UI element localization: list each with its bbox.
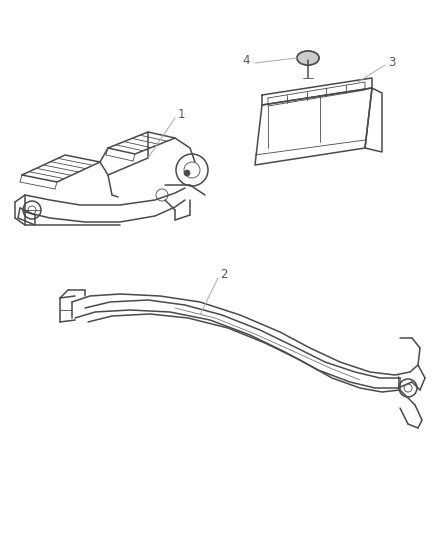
Ellipse shape — [297, 51, 319, 65]
Circle shape — [184, 170, 190, 176]
Text: 3: 3 — [388, 56, 396, 69]
Text: 2: 2 — [220, 269, 227, 281]
Text: 4: 4 — [243, 53, 250, 67]
Text: 1: 1 — [178, 109, 186, 122]
